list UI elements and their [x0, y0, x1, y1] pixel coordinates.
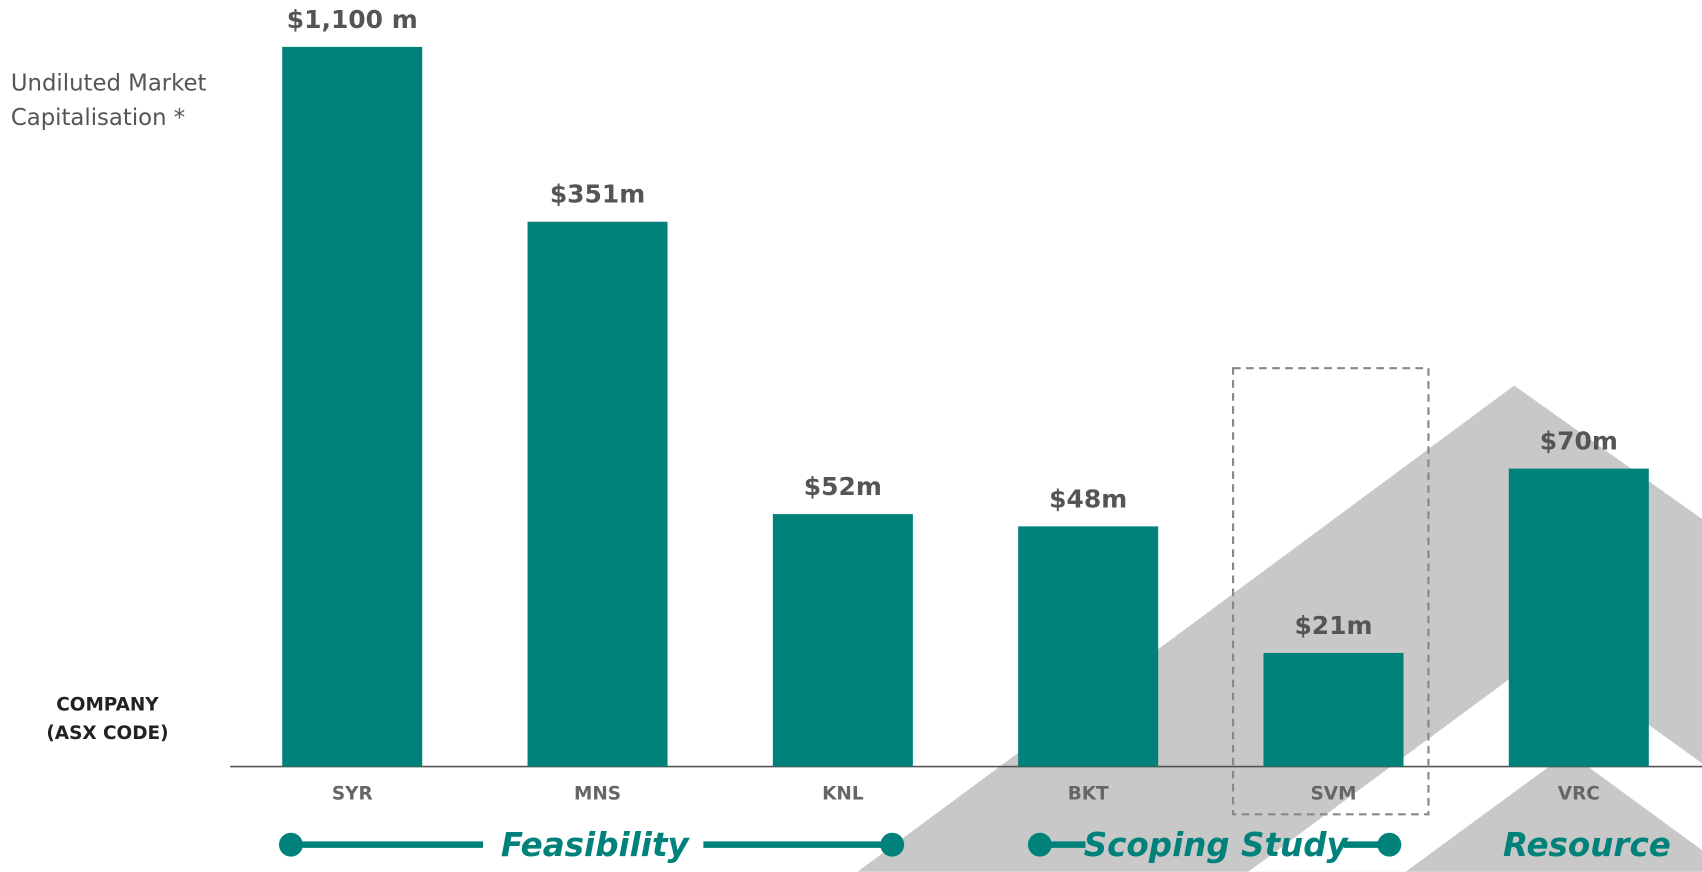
chart: Undiluted Market Capitalisation * COMPAN… — [0, 0, 1702, 872]
stage-label: Scoping Study — [1084, 826, 1350, 864]
x-tick-label: VRC — [1558, 784, 1600, 805]
x-tick-label: MNS — [574, 784, 621, 805]
y-axis-label: Undiluted Market — [11, 70, 207, 96]
bar — [1509, 469, 1649, 767]
x-axis-label: COMPANY — [56, 695, 159, 716]
bar — [528, 222, 668, 767]
x-tick-label: BKT — [1068, 784, 1109, 805]
value-label: $48m — [1049, 484, 1127, 513]
bar — [773, 514, 913, 766]
x-tick-label: SVM — [1311, 784, 1357, 805]
value-label: $70m — [1540, 427, 1618, 456]
value-label: $1,100 m — [287, 5, 418, 34]
x-tick-label: SYR — [332, 784, 373, 805]
x-tick-label: KNL — [822, 784, 864, 805]
stage-label: Resource — [1503, 826, 1671, 864]
x-axis-label: (ASX CODE) — [46, 723, 168, 744]
value-label: $21m — [1294, 611, 1372, 640]
y-axis-label: Capitalisation * — [11, 105, 185, 131]
bar — [1018, 526, 1158, 766]
bar — [1263, 653, 1403, 767]
value-label: $52m — [804, 472, 882, 501]
value-label: $351m — [550, 180, 645, 209]
bar — [282, 47, 422, 767]
stage-label: Feasibility — [501, 826, 691, 864]
